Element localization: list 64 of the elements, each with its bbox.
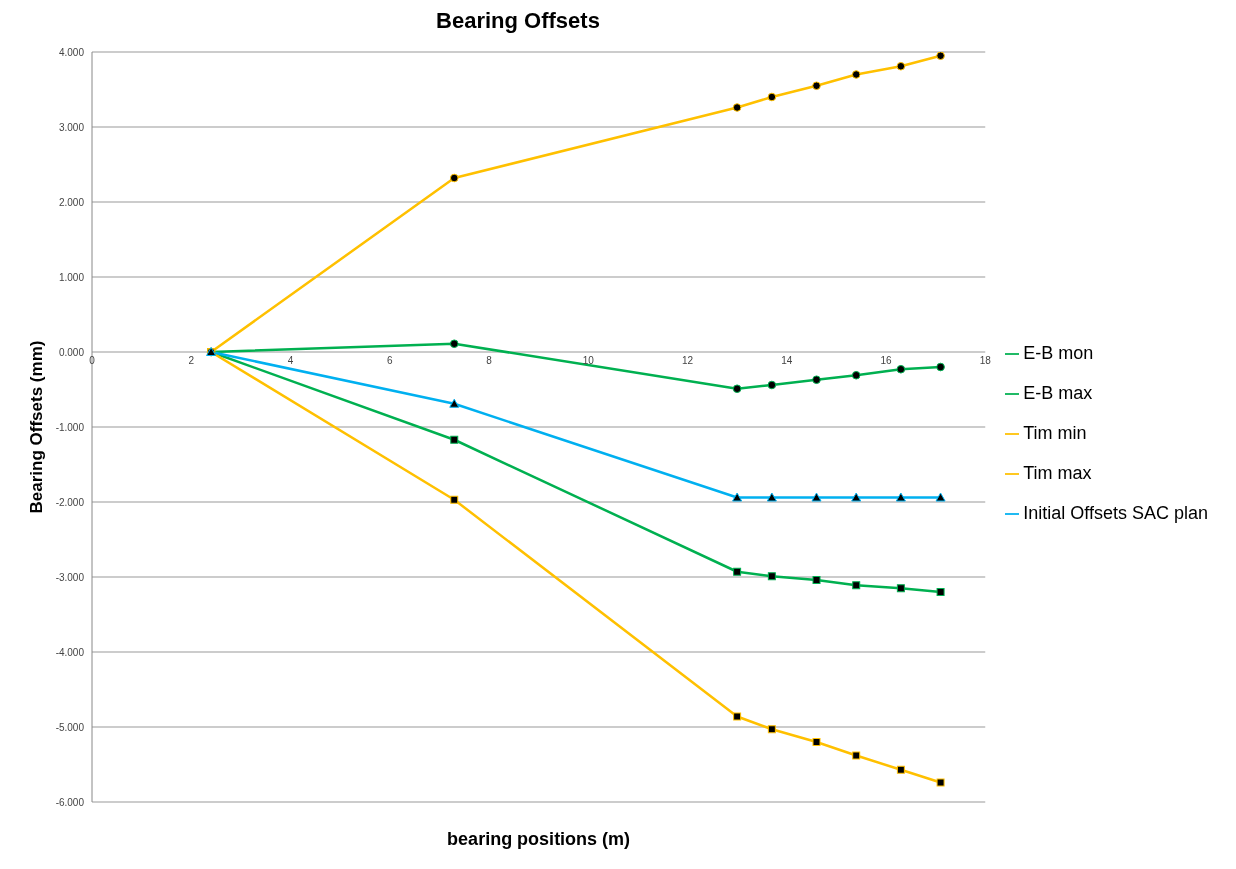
- x-tick-label: 4: [287, 355, 294, 366]
- point: [812, 576, 821, 584]
- x-axis-title: bearing positions (m): [447, 828, 631, 849]
- y-tick-label: -4.000: [55, 646, 85, 658]
- point: [733, 712, 742, 721]
- point: [449, 173, 459, 183]
- point: [811, 492, 822, 502]
- point: [851, 370, 861, 380]
- y-tick-label: -3.000: [55, 571, 85, 583]
- point: [732, 384, 742, 394]
- point: [851, 492, 862, 502]
- point: [936, 362, 945, 372]
- point: [767, 92, 777, 102]
- point: [896, 765, 905, 774]
- y-tick-label: 1.000: [58, 271, 85, 283]
- point: [895, 492, 906, 502]
- point: [450, 435, 459, 444]
- point: [450, 495, 459, 504]
- y-tick-label: -5.000: [55, 721, 85, 733]
- point: [896, 61, 906, 71]
- chart-title: Bearing Offsets: [435, 8, 601, 34]
- point: [936, 52, 945, 61]
- x-tick-label: 18: [979, 355, 992, 366]
- y-tick-label: -1.000: [55, 421, 85, 433]
- y-tick-label: 0.000: [58, 346, 85, 358]
- y-tick-label: 2.000: [58, 196, 85, 208]
- point: [936, 588, 945, 596]
- point: [767, 380, 777, 390]
- y-tick-label: -2.000: [55, 496, 85, 508]
- x-tick-label: 2: [188, 355, 195, 366]
- point: [851, 70, 861, 79]
- y-tick-label: 4.000: [58, 46, 85, 58]
- point: [732, 103, 742, 112]
- point: [896, 364, 906, 374]
- point: [767, 572, 776, 581]
- point: [852, 751, 861, 760]
- point: [812, 81, 821, 91]
- x-tick-label: 16: [880, 355, 892, 366]
- legend-label: Tim max: [1023, 463, 1092, 483]
- point: [896, 584, 905, 593]
- x-tick-label: 6: [386, 355, 393, 366]
- point: [767, 725, 776, 734]
- x-tick-label: 0: [89, 355, 96, 366]
- point: [812, 375, 821, 385]
- point: [733, 567, 742, 576]
- y-tick-label: 3.000: [58, 121, 85, 133]
- point: [449, 398, 460, 408]
- point: [449, 339, 459, 349]
- point: [766, 492, 777, 502]
- point: [732, 492, 743, 502]
- y-tick-label: -6.000: [55, 796, 85, 808]
- x-tick-label: 12: [681, 355, 694, 366]
- x-tick-label: 10: [582, 355, 595, 366]
- point: [936, 778, 945, 787]
- point: [935, 492, 946, 502]
- legend-label: Initial Offsets SAC plan: [1023, 503, 1208, 523]
- legend-label: E-B mon: [1023, 343, 1094, 363]
- x-tick-label: 8: [486, 355, 493, 366]
- x-tick-label: 14: [781, 355, 793, 366]
- point: [852, 581, 861, 590]
- legend-label: Tim min: [1023, 423, 1087, 443]
- point: [812, 738, 821, 746]
- y-axis-title: Bearing Offsets (mm): [27, 340, 47, 514]
- legend-label: E-B max: [1023, 383, 1093, 403]
